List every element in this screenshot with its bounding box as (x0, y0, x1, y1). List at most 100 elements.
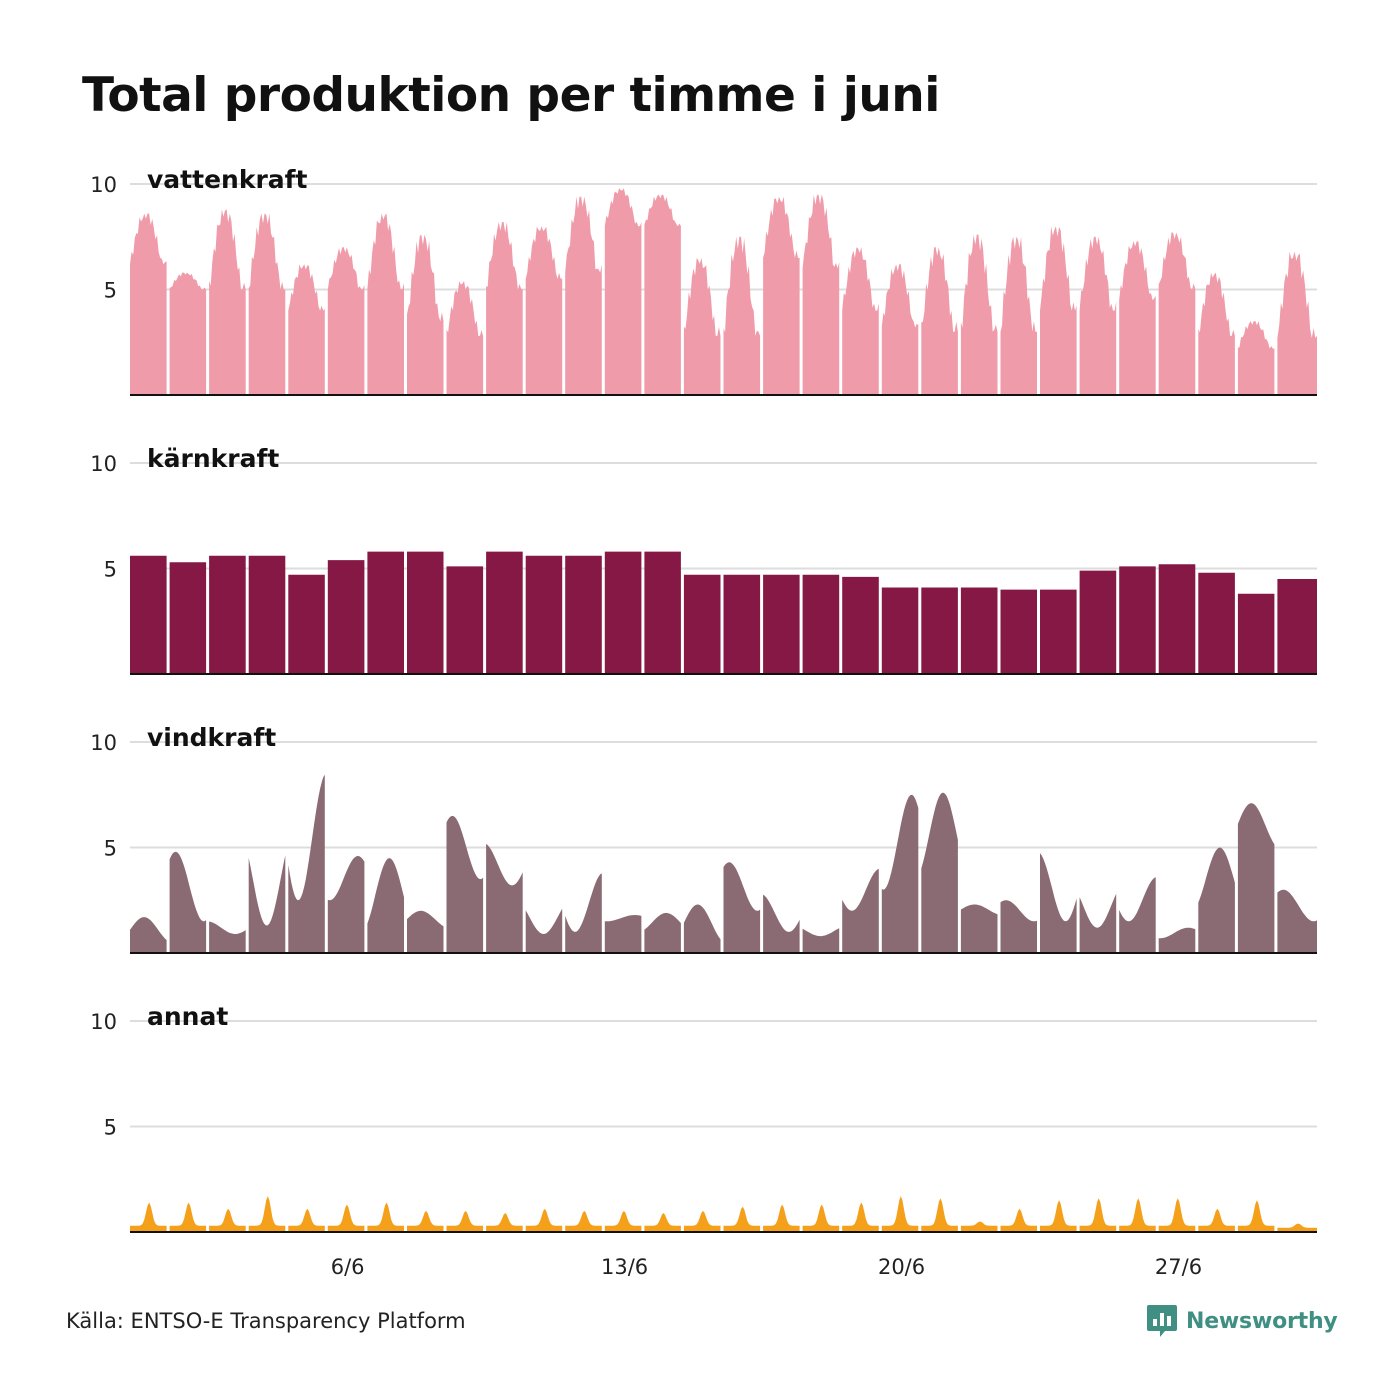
area-vindkraft-day-28 (1198, 847, 1235, 953)
area-kärnkraft-day-18 (802, 574, 840, 674)
x-tick-label: 6/6 (331, 1255, 365, 1279)
y-tick-label: 10 (90, 731, 117, 755)
area-vattenkraft-day-19 (842, 247, 879, 395)
series-label-kärnkraft: kärnkraft (147, 444, 279, 473)
area-kärnkraft-day-9 (446, 566, 484, 674)
area-vindkraft-day-29 (1237, 803, 1275, 953)
area-kärnkraft-day-14 (644, 551, 681, 674)
series-label-vattenkraft: vattenkraft (147, 165, 308, 194)
area-vattenkraft-day-11 (525, 226, 563, 395)
area-kärnkraft-day-19 (842, 576, 879, 674)
x-tick-label: 13/6 (601, 1255, 648, 1279)
area-kärnkraft-day-21 (921, 587, 958, 674)
area-vindkraft-day-25 (1079, 893, 1117, 953)
area-vindkraft-day-7 (367, 858, 404, 953)
area-kärnkraft-day-15 (683, 574, 721, 674)
y-tick-label: 5 (104, 279, 117, 303)
area-vattenkraft-day-24 (1040, 226, 1077, 395)
brand-logo: Newsworthy (1146, 1303, 1338, 1339)
area-kärnkraft-day-3 (209, 555, 246, 674)
chart-title: Total produktion per timme i juni (82, 68, 940, 123)
y-tick-label: 5 (104, 1116, 117, 1140)
area-kärnkraft-day-11 (525, 555, 563, 674)
area-vindkraft-day-9 (446, 815, 484, 953)
y-tick-label: 5 (104, 837, 117, 861)
area-annat-day-30 (1277, 1223, 1317, 1232)
area-vindkraft-day-12 (565, 873, 602, 953)
area-vindkraft-day-26 (1119, 877, 1156, 953)
area-vindkraft-day-1 (130, 917, 167, 953)
area-vindkraft-day-19 (842, 868, 879, 953)
area-vindkraft-day-4 (248, 855, 286, 953)
area-kärnkraft-day-2 (169, 562, 207, 674)
area-vindkraft-day-22 (960, 904, 998, 953)
area-annat-day-23 (1000, 1208, 1037, 1232)
newsworthy-logo-icon (1147, 1305, 1177, 1337)
area-annat-day-14 (644, 1213, 681, 1232)
area-kärnkraft-day-23 (1000, 589, 1037, 674)
area-vattenkraft-day-8 (407, 234, 444, 395)
area-vattenkraft-day-2 (169, 272, 207, 395)
area-vattenkraft-day-4 (248, 213, 286, 395)
area-vattenkraft-day-3 (209, 209, 246, 395)
area-kärnkraft-day-12 (565, 555, 602, 674)
y-tick-label: 10 (90, 452, 117, 476)
area-vindkraft-day-11 (525, 908, 563, 953)
area-vattenkraft-day-6 (327, 247, 365, 395)
area-vattenkraft-day-22 (960, 234, 998, 395)
y-tick-label: 10 (90, 173, 117, 197)
area-annat-day-22 (960, 1221, 998, 1232)
panel-annat: 5 10 annat (90, 1002, 1317, 1233)
area-vattenkraft-day-25 (1079, 236, 1117, 395)
area-kärnkraft-day-22 (960, 587, 998, 674)
area-kärnkraft-day-7 (367, 551, 404, 674)
area-kärnkraft-day-20 (881, 587, 919, 674)
area-vattenkraft-day-5 (288, 264, 325, 395)
area-annat-day-13 (604, 1210, 642, 1232)
area-annat-day-21 (921, 1198, 958, 1232)
y-tick-label: 5 (104, 558, 117, 582)
area-vattenkraft-day-29 (1237, 321, 1275, 395)
area-vindkraft-day-20 (881, 794, 919, 953)
x-tick-label: 20/6 (878, 1255, 925, 1279)
area-annat-day-17 (763, 1204, 800, 1232)
area-vattenkraft-day-16 (723, 236, 761, 395)
area-vindkraft-day-21 (921, 792, 958, 953)
panel-vindkraft: 5 10 vindkraft (90, 723, 1317, 954)
area-kärnkraft-day-8 (407, 551, 444, 674)
area-annat-day-28 (1198, 1208, 1235, 1232)
area-kärnkraft-day-4 (248, 555, 286, 674)
area-annat-day-19 (842, 1202, 879, 1232)
area-annat-day-26 (1119, 1198, 1156, 1232)
area-kärnkraft-day-1 (130, 555, 167, 674)
area-annat-day-1 (130, 1202, 167, 1232)
area-annat-day-7 (367, 1202, 404, 1232)
area-kärnkraft-day-25 (1079, 570, 1117, 674)
area-vattenkraft-day-27 (1158, 232, 1196, 395)
area-vindkraft-day-3 (209, 921, 246, 953)
area-kärnkraft-day-28 (1198, 572, 1235, 674)
area-vattenkraft-day-13 (604, 188, 642, 395)
area-kärnkraft-day-5 (288, 574, 325, 674)
area-vattenkraft-day-14 (644, 194, 681, 395)
area-annat-day-3 (209, 1208, 246, 1232)
panel-kärnkraft: 5 10 kärnkraft (90, 444, 1317, 675)
area-vindkraft-day-23 (1000, 900, 1037, 953)
area-annat-day-8 (407, 1210, 444, 1232)
area-vattenkraft-day-7 (367, 213, 404, 395)
area-kärnkraft-day-24 (1040, 589, 1077, 674)
area-vindkraft-day-15 (683, 904, 721, 953)
area-vindkraft-day-8 (407, 910, 444, 953)
area-annat-day-15 (683, 1210, 721, 1232)
area-kärnkraft-day-13 (604, 551, 642, 674)
area-annat-day-10 (486, 1213, 523, 1232)
area-vattenkraft-day-23 (1000, 236, 1037, 395)
area-kärnkraft-day-16 (723, 574, 761, 674)
area-annat-day-9 (446, 1210, 484, 1232)
area-vindkraft-day-16 (723, 862, 761, 953)
area-vindkraft-day-27 (1158, 927, 1196, 953)
area-annat-day-18 (802, 1204, 840, 1232)
area-vindkraft-day-10 (486, 843, 523, 953)
area-annat-day-25 (1079, 1198, 1117, 1232)
